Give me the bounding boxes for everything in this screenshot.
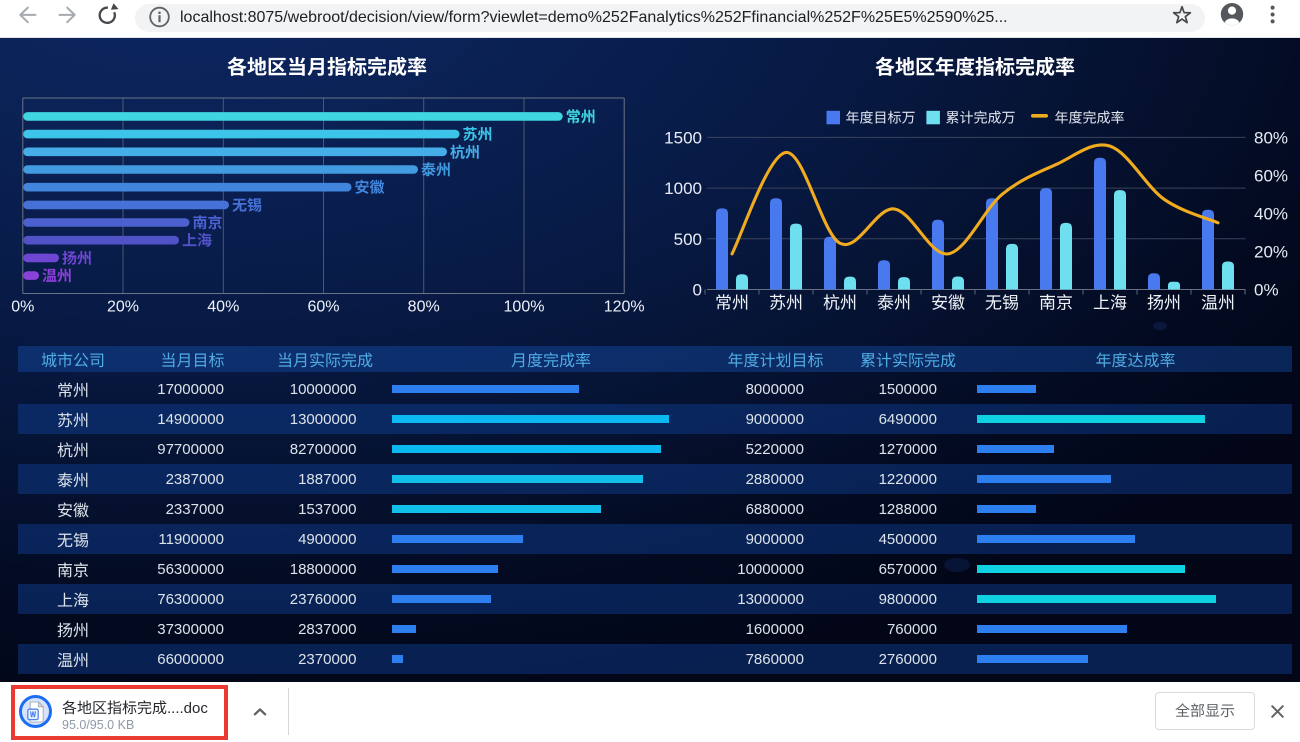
svg-text:60%: 60% <box>307 299 339 316</box>
svg-text:泰州: 泰州 <box>421 162 451 179</box>
svg-text:60%: 60% <box>1254 166 1288 185</box>
svg-text:南京: 南京 <box>193 215 223 232</box>
svg-text:100%: 100% <box>504 299 545 316</box>
svg-text:苏州: 苏州 <box>769 294 803 313</box>
svg-text:500: 500 <box>674 230 702 249</box>
svg-text:0: 0 <box>693 281 702 300</box>
svg-text:安徽: 安徽 <box>931 294 965 313</box>
svg-text:40%: 40% <box>207 299 239 316</box>
svg-text:扬州: 扬州 <box>1147 294 1181 313</box>
svg-text:上海: 上海 <box>1093 294 1127 313</box>
svg-text:0%: 0% <box>11 299 34 316</box>
svg-text:苏州: 苏州 <box>463 127 493 144</box>
svg-text:20%: 20% <box>1254 243 1288 262</box>
svg-text:杭州: 杭州 <box>823 294 857 313</box>
svg-text:1500: 1500 <box>664 128 702 147</box>
svg-text:上海: 上海 <box>182 233 212 250</box>
svg-text:年度目标万: 年度目标万 <box>846 110 916 126</box>
svg-text:0%: 0% <box>1254 281 1279 300</box>
svg-text:80%: 80% <box>408 299 440 316</box>
svg-text:1000: 1000 <box>664 179 702 198</box>
svg-text:常州: 常州 <box>566 109 596 126</box>
svg-text:温州: 温州 <box>1201 294 1235 313</box>
svg-text:无锡: 无锡 <box>232 197 262 214</box>
svg-text:南京: 南京 <box>1039 294 1073 313</box>
svg-text:40%: 40% <box>1254 204 1288 223</box>
svg-text:常州: 常州 <box>715 294 749 313</box>
svg-text:安徽: 安徽 <box>355 180 385 197</box>
svg-text:120%: 120% <box>604 299 645 316</box>
svg-text:无锡: 无锡 <box>985 294 1019 313</box>
svg-text:泰州: 泰州 <box>877 294 911 313</box>
svg-text:累计完成万: 累计完成万 <box>946 110 1016 126</box>
svg-text:年度完成率: 年度完成率 <box>1055 110 1125 126</box>
svg-text:温州: 温州 <box>42 268 72 285</box>
svg-text:20%: 20% <box>107 299 139 316</box>
svg-text:80%: 80% <box>1254 128 1288 147</box>
svg-text:扬州: 扬州 <box>62 250 92 267</box>
svg-text:杭州: 杭州 <box>450 144 480 161</box>
